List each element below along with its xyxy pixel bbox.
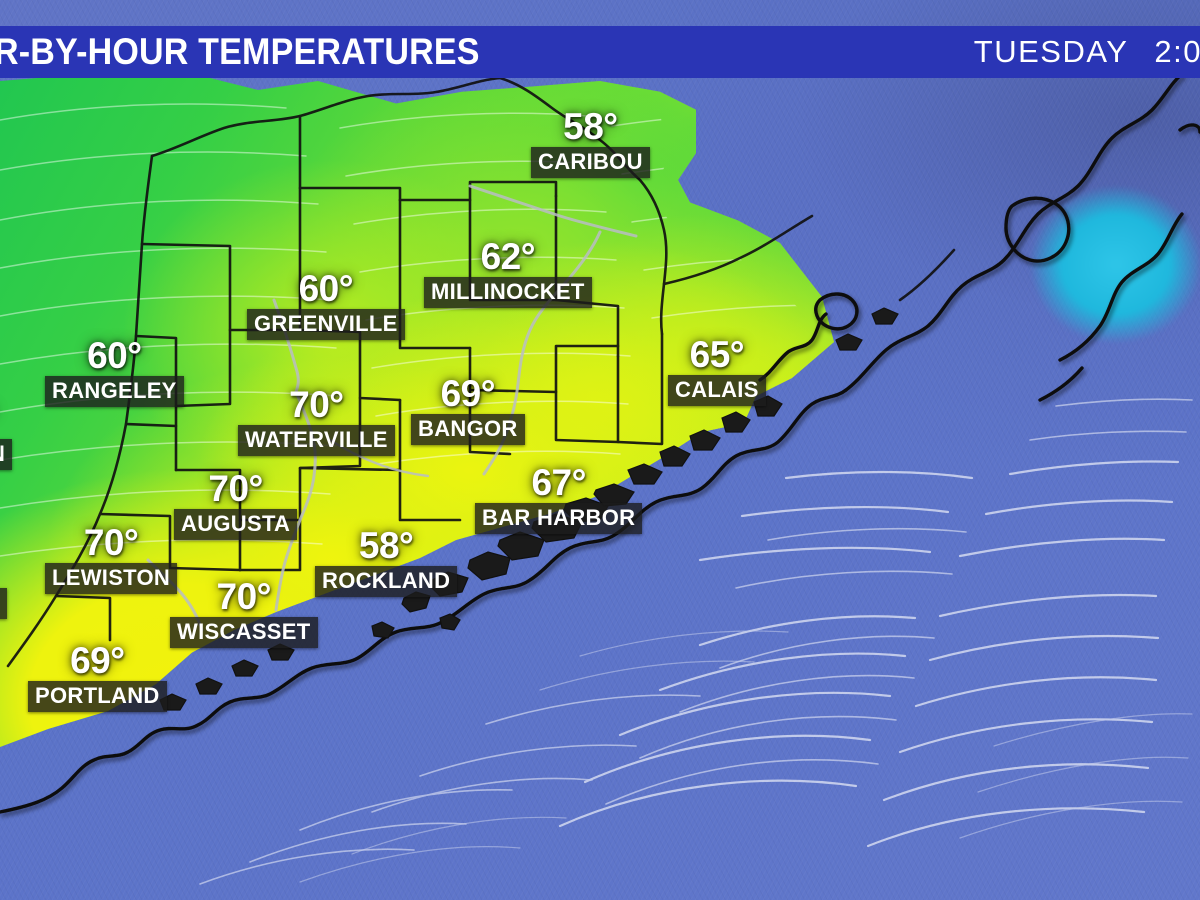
temperature-value: 70° bbox=[83, 522, 139, 563]
city-name: CARIBOU bbox=[531, 147, 650, 178]
temperature-value: 70° bbox=[289, 384, 344, 425]
city-label-portland: 69° PORTLAND bbox=[28, 642, 167, 712]
city-name: PORTLAND bbox=[28, 681, 167, 712]
ocean-wind-streamlines bbox=[199, 398, 1193, 885]
banner-time: 2:0 bbox=[1154, 34, 1200, 69]
temperature-value: 65° bbox=[689, 334, 745, 375]
headline-banner: R-BY-HOUR TEMPERATURES TUESDAY 2:0 bbox=[0, 26, 1200, 78]
banner-title: R-BY-HOUR TEMPERATURES bbox=[0, 31, 480, 72]
city-name: ROCKLAND bbox=[315, 566, 458, 597]
banner-datetime: TUESDAY 2:0 bbox=[974, 26, 1200, 78]
city-label-millinocket: 62° MILLINOCKET bbox=[424, 238, 592, 308]
temperature-value: 70° bbox=[216, 576, 272, 617]
temperature-value: 60° bbox=[298, 268, 354, 309]
cold-air-pocket bbox=[990, 170, 1200, 380]
city-label-lewiston: 70° LEWISTON bbox=[45, 522, 178, 594]
temperature-value: 60° bbox=[87, 335, 142, 376]
city-label-wiscasset: 70° WISCASSET bbox=[170, 578, 318, 648]
city-name: G bbox=[0, 588, 8, 619]
city-label-bangor: 69° BANGOR bbox=[411, 375, 525, 445]
city-name: MILLINOCKET bbox=[424, 277, 592, 308]
city-name: BAR HARBOR bbox=[475, 503, 643, 534]
temperature-value: 69° bbox=[440, 373, 496, 414]
temperature-value: 69° bbox=[70, 640, 125, 681]
city-name: CALAIS bbox=[668, 375, 766, 406]
temperature-value: 58° bbox=[358, 525, 414, 566]
banner-day: TUESDAY bbox=[973, 34, 1129, 69]
city-label-bar-harbor: 67° BAR HARBOR bbox=[475, 462, 643, 534]
city-label-rockland: 58° ROCKLAND bbox=[315, 525, 458, 597]
city-name: RANGELEY bbox=[45, 376, 184, 407]
temperature-value: 70° bbox=[208, 468, 263, 509]
city-label-rangeley: 60° RANGELEY bbox=[45, 337, 184, 407]
city-name: GREENVILLE bbox=[247, 309, 405, 340]
city-name: WISCASSET bbox=[170, 617, 318, 648]
temperature-value: 58° bbox=[563, 106, 618, 147]
city-label-g: G bbox=[0, 588, 8, 619]
city-label-caribou: 58° CARIBOU bbox=[531, 108, 650, 178]
temperature-value: 62° bbox=[480, 236, 536, 277]
city-label-augusta: 70° AUGUSTA bbox=[174, 468, 298, 540]
city-name: AUGUSTA bbox=[174, 509, 298, 540]
coastline bbox=[0, 72, 1200, 814]
city-name: WATERVILLE bbox=[238, 425, 395, 456]
city-label-n: °N bbox=[0, 400, 13, 470]
city-name: N bbox=[0, 439, 13, 470]
city-label-calais: 65° CALAIS bbox=[668, 336, 766, 406]
city-label-greenville: 60° GREENVILLE bbox=[247, 270, 405, 340]
city-label-waterville: 70° WATERVILLE bbox=[238, 386, 395, 456]
city-name: BANGOR bbox=[411, 414, 525, 445]
city-name: LEWISTON bbox=[45, 563, 178, 594]
temperature-value: 67° bbox=[531, 462, 586, 503]
